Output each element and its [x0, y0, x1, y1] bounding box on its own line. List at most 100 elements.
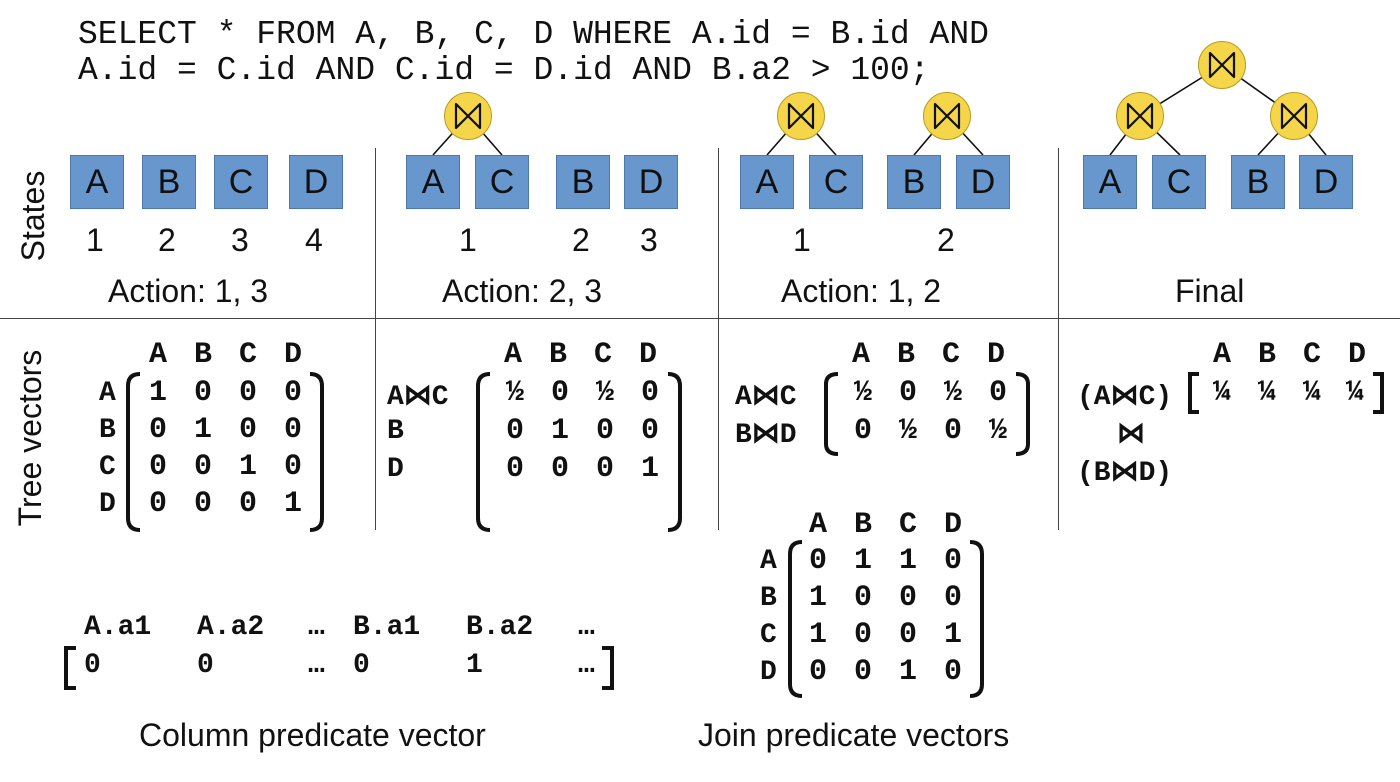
matrix-cell: 1 — [808, 581, 827, 615]
row-label: B — [760, 583, 777, 614]
matrix-cell: 0 — [148, 413, 167, 447]
matrix-cell: 0 — [193, 487, 212, 521]
matrix-cell: 0 — [550, 376, 569, 410]
final-label: Final — [1175, 273, 1245, 309]
state-index: 1 — [459, 222, 477, 258]
right-bracket — [1373, 372, 1384, 414]
row-label: ⋈ — [1117, 420, 1145, 451]
column-header: A.a1 — [84, 612, 152, 643]
matrix-cell: 0 — [505, 414, 524, 448]
action-label: Action: 2, 3 — [442, 273, 603, 309]
left-bracket — [1188, 372, 1199, 414]
matrix-cell: 0 — [943, 581, 962, 615]
matrix-cell: 0 — [238, 487, 257, 521]
column-header: … — [308, 612, 325, 643]
left-bracket — [126, 372, 141, 532]
column-header: B — [853, 508, 872, 542]
column-header: B — [193, 338, 212, 372]
row-label: (A⋈C) — [1077, 382, 1173, 413]
vector-value: 0 — [197, 650, 214, 681]
join-node — [777, 92, 825, 140]
join-node — [444, 92, 492, 140]
row-label: C — [760, 620, 777, 651]
sql-line-2: A.id = C.id AND C.id = D.id AND B.a2 > 1… — [78, 52, 930, 89]
matrix-cell: 1 — [283, 487, 302, 521]
column-header: C — [898, 508, 917, 542]
matrix-cell: ¼ — [1257, 376, 1276, 410]
left-bracket — [476, 372, 491, 532]
relation-box-b: B — [556, 155, 610, 209]
state-index: 3 — [640, 222, 658, 258]
vector-value: … — [578, 650, 595, 681]
column-header: B — [548, 338, 567, 372]
column-header: … — [578, 612, 595, 643]
matrix-cell: 0 — [988, 376, 1007, 410]
relation-box-c: C — [475, 155, 529, 209]
right-bracket — [602, 646, 614, 690]
matrix-cell: 1 — [808, 618, 827, 652]
row-label: A⋈C — [387, 382, 449, 413]
column-header: A — [503, 338, 522, 372]
matrix-cell: 1 — [898, 544, 917, 578]
row-label: A⋈C — [735, 382, 797, 413]
action-label: Action: 1, 2 — [781, 273, 942, 309]
matrix-cell: ½ — [898, 414, 917, 448]
matrix-cell: 0 — [193, 376, 212, 410]
horizontal-divider — [0, 318, 1400, 319]
matrix-cell: ¼ — [1212, 376, 1231, 410]
column-header: A — [1212, 338, 1231, 372]
row-label: D — [760, 657, 777, 688]
matrix-cell: 1 — [898, 655, 917, 689]
vertical-divider-2 — [718, 148, 719, 530]
relation-box-b: B — [1231, 155, 1285, 209]
column-header: D — [638, 338, 657, 372]
column-header: A — [808, 508, 827, 542]
state-index: 2 — [158, 222, 176, 258]
matrix-cell: ½ — [943, 376, 962, 410]
relation-box-a: A — [1083, 155, 1137, 209]
matrix-cell: ½ — [988, 414, 1007, 448]
matrix-cell: 0 — [193, 450, 212, 484]
column-header: C — [238, 338, 257, 372]
row-label: A — [99, 378, 116, 409]
right-bracket — [1015, 372, 1030, 456]
relation-box-a: A — [406, 155, 460, 209]
matrix-cell: 0 — [505, 452, 524, 486]
relation-box-c: C — [1152, 155, 1206, 209]
matrix-cell: 0 — [943, 544, 962, 578]
matrix-cell: 0 — [943, 414, 962, 448]
matrix-cell: 1 — [238, 450, 257, 484]
column-header: D — [283, 338, 302, 372]
column-header: D — [986, 338, 1005, 372]
matrix-cell: ¼ — [1345, 376, 1364, 410]
relation-box-d: D — [624, 155, 678, 209]
state-index: 2 — [937, 222, 955, 258]
relation-box-a: A — [740, 155, 794, 209]
matrix-cell: 0 — [238, 413, 257, 447]
right-bracket — [969, 540, 984, 698]
matrix-cell: 0 — [283, 450, 302, 484]
row-label: B — [99, 415, 116, 446]
matrix-cell: 1 — [193, 413, 212, 447]
join-node-symbols — [454, 51, 1308, 130]
column-predicate-caption: Column predicate vector — [139, 717, 486, 753]
column-header: B — [896, 338, 915, 372]
sql-line-1: SELECT * FROM A, B, C, D WHERE A.id = B.… — [78, 16, 989, 53]
matrix-cell: 0 — [853, 618, 872, 652]
matrix-cell: 1 — [148, 376, 167, 410]
matrix-cell: ½ — [853, 376, 872, 410]
vertical-divider-3 — [1058, 148, 1059, 530]
column-header: B — [1257, 338, 1276, 372]
relation-box-d: D — [289, 155, 343, 209]
matrix-cell: 0 — [853, 655, 872, 689]
vector-value: 0 — [353, 650, 370, 681]
row-label: A — [760, 546, 777, 577]
column-header: B.a2 — [466, 612, 534, 643]
column-header: C — [941, 338, 960, 372]
relation-box-d: D — [1299, 155, 1353, 209]
column-header: D — [1347, 338, 1366, 372]
left-bracket — [64, 646, 76, 690]
state-index: 1 — [86, 222, 104, 258]
row-label: C — [99, 452, 116, 483]
